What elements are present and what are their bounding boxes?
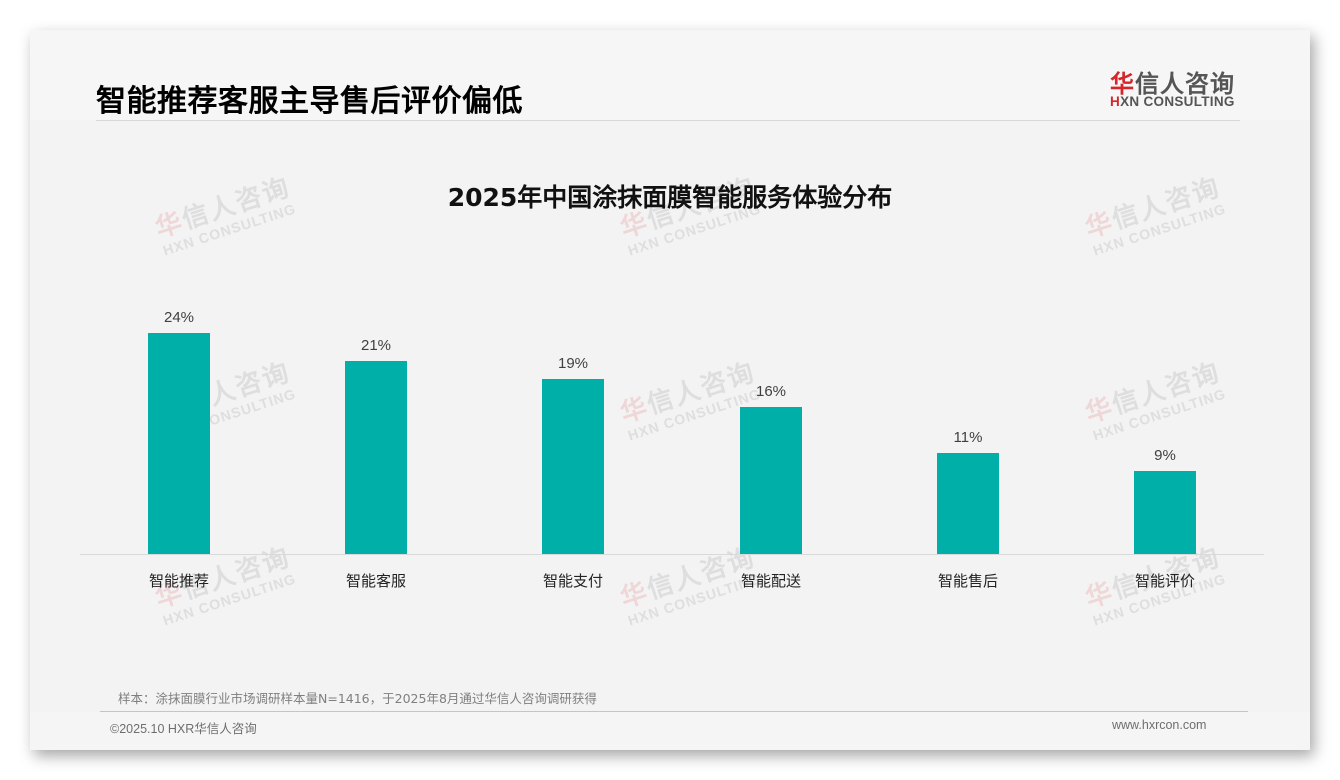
copyright: ©2025.10 HXR华信人咨询: [110, 722, 257, 736]
bar: [937, 453, 999, 554]
category-label: 智能配送: [740, 572, 801, 590]
logo-en-rest: XN CONSULTING: [1120, 94, 1235, 109]
company-logo: 华信人咨询 HXN CONSULTING: [1110, 64, 1245, 112]
header-band: [30, 30, 1310, 120]
bar: [542, 379, 604, 554]
bar-value-label: 16%: [755, 383, 787, 400]
logo-en-first: H: [1110, 94, 1121, 109]
category-label: 智能客服: [345, 572, 406, 590]
logo-cn-rest: 信人咨询: [1135, 70, 1235, 98]
bar: [345, 361, 407, 554]
slide: 智能推荐客服主导售后评价偏低 华信人咨询 HXN CONSULTING 华信人咨…: [30, 30, 1310, 750]
category-label: 智能推荐: [148, 572, 209, 590]
bar: [740, 407, 802, 554]
bar: [148, 333, 210, 554]
category-label: 智能售后: [937, 572, 998, 590]
bar-chart: 24% 智能推荐 21% 智能客服 19% 智能支付 16% 智能配送 11% 智能售后 9% 智能评…: [80, 290, 1264, 590]
bar: [1134, 471, 1196, 554]
category-label: 智能支付: [542, 572, 603, 590]
bar-value-label: 21%: [360, 337, 392, 354]
page-title: 智能推荐客服主导售后评价偏低: [96, 84, 523, 119]
logo-cn-first: 华: [1110, 70, 1135, 98]
chart-title: 2025年中国涂抹面膜智能服务体验分布: [447, 183, 893, 212]
x-axis-line: [80, 554, 1264, 555]
website: www.hxrcon.com: [1112, 718, 1207, 732]
category-label: 智能评价: [1134, 572, 1195, 590]
bar-value-label: 11%: [953, 429, 983, 446]
bar-value-label: 24%: [163, 309, 195, 326]
footer-band: [30, 712, 1310, 750]
bar-value-label: 9%: [1154, 447, 1176, 464]
logo-cn: 华信人咨询: [1110, 64, 1235, 99]
bar-value-label: 19%: [557, 355, 589, 372]
footer-divider: [100, 711, 1248, 712]
header-divider: [96, 120, 1240, 121]
source-note: 样本：涂抹面膜行业市场调研样本量N=1416，于2025年8月通过华信人咨询调研…: [118, 691, 597, 706]
logo-en: HXN CONSULTING: [1110, 94, 1235, 109]
